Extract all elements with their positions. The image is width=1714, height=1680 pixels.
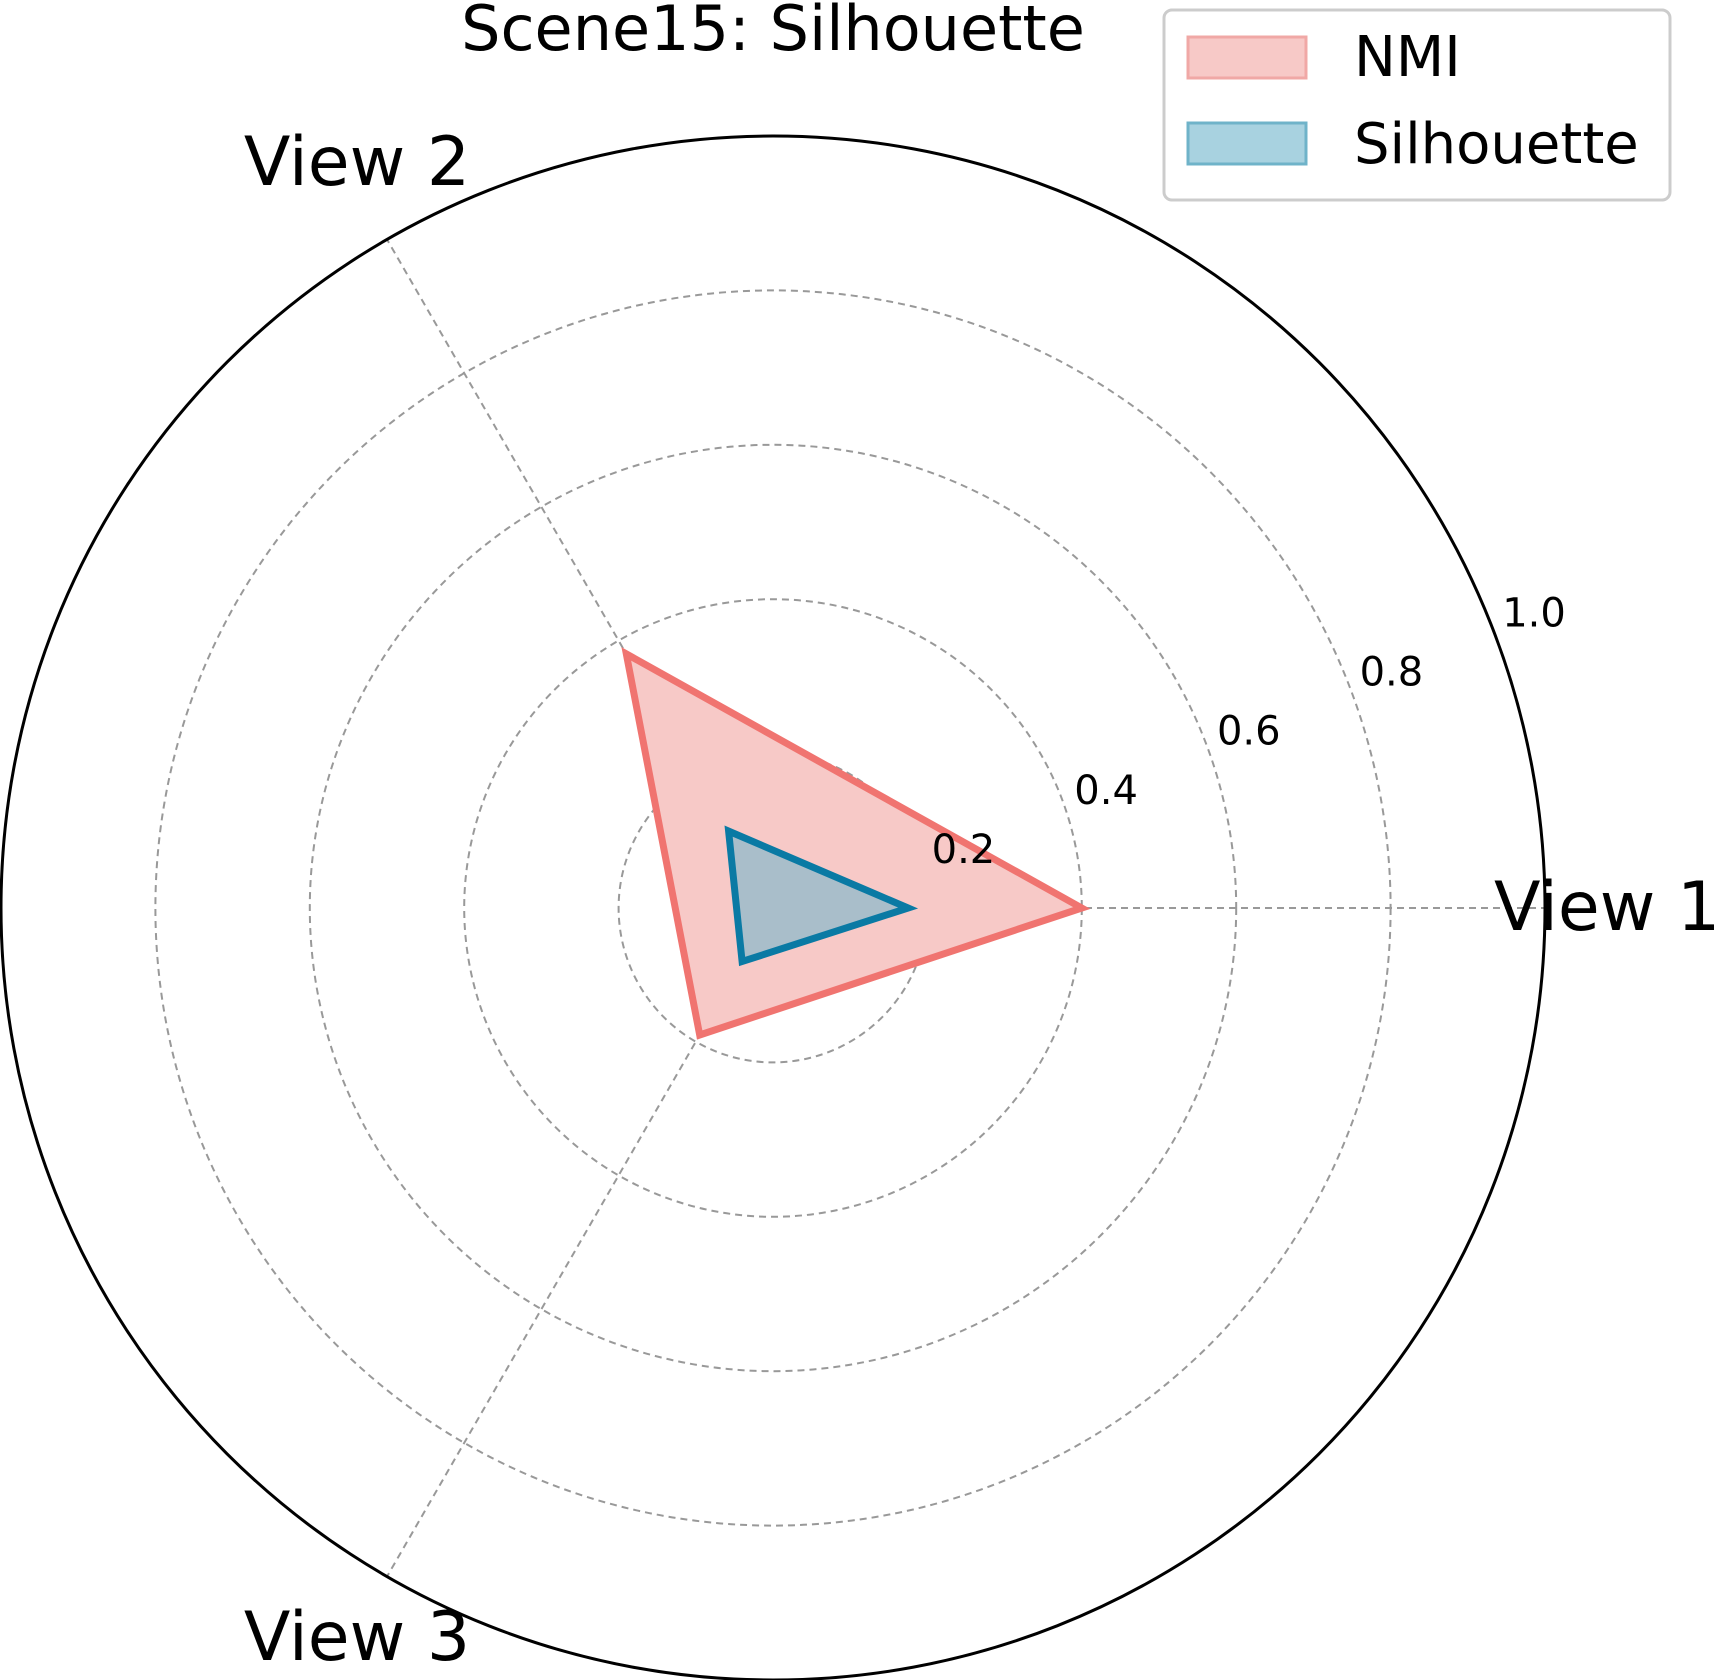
legend-swatch-silhouette — [1186, 121, 1308, 166]
series-line-nmi — [621, 647, 1091, 1040]
series-fill-silhouette — [728, 831, 909, 962]
series-fill-nmi — [626, 653, 1082, 1035]
r-tick-label-0: 0.2 — [932, 827, 996, 873]
axis-label-view-1: View 1 — [1494, 868, 1714, 947]
axis-spoke-3 — [386, 907, 774, 1578]
r-tick-label-3: 0.8 — [1360, 650, 1424, 696]
legend-swatch-nmi — [1186, 35, 1308, 80]
grid-ring-2 — [308, 443, 1238, 1373]
legend-label-nmi: NMI — [1354, 25, 1461, 90]
legend-label-silhouette: Silhouette — [1354, 112, 1639, 177]
radar-series — [621, 647, 1091, 1040]
axis-label-view-2: View 2 — [244, 123, 470, 202]
axis-label-view-3: View 3 — [244, 1598, 470, 1677]
outer-frame — [0, 134, 1547, 1680]
r-tick-label-4: 1.0 — [1502, 591, 1566, 637]
series-line-silhouette — [724, 825, 919, 967]
chart-title: Scene15: Silhouette — [461, 0, 1085, 65]
r-tick-label-1: 0.4 — [1074, 768, 1138, 814]
axis-spoke-2 — [386, 238, 774, 909]
legend: NMI Silhouette — [1162, 8, 1672, 202]
r-tick-label-2: 0.6 — [1217, 709, 1281, 755]
radar-labels: 0.2 0.4 0.6 0.8 1.0 View 1 View 2 View 3 — [244, 123, 1714, 1677]
